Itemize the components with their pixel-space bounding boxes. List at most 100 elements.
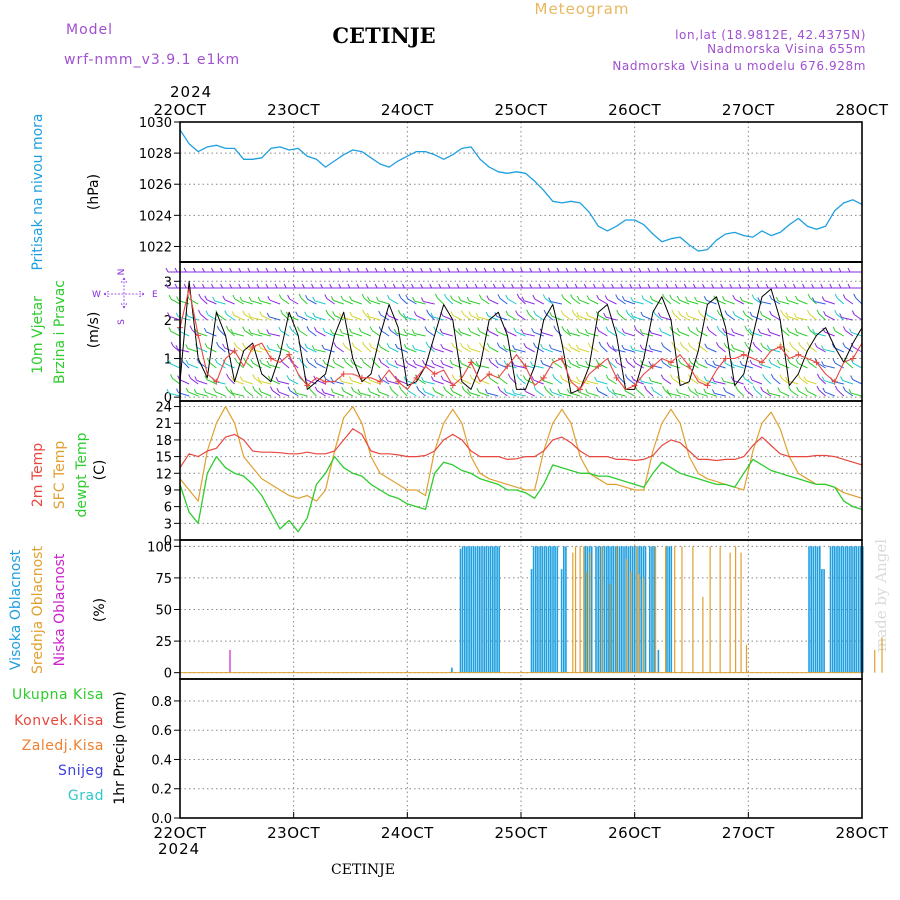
- wind-barb: [450, 387, 453, 392]
- high-cloud-bar: [599, 546, 602, 673]
- wind-barb: [470, 314, 481, 321]
- wind-barb: [783, 267, 787, 273]
- wind-barb: [311, 267, 314, 273]
- wind-barb: [671, 298, 681, 305]
- wind-barb: [576, 328, 580, 333]
- wind-barb: [607, 378, 617, 385]
- wind-barb: [780, 309, 784, 315]
- wind-barb: [808, 345, 817, 353]
- y-tick-label: 3: [164, 275, 172, 290]
- model-name: wrf-nmm_v3.9.1 e1km: [64, 52, 240, 68]
- wind-barb: [630, 296, 634, 302]
- wind-barb: [278, 294, 282, 299]
- wind-barb: [712, 360, 716, 365]
- wind-barb: [183, 283, 187, 289]
- wind-barb: [187, 363, 199, 369]
- wind-barb: [244, 330, 254, 337]
- wind-barb: [341, 387, 345, 392]
- wind-speed-marker: [431, 370, 438, 377]
- wind-barb: [723, 380, 735, 385]
- wind-barb: [286, 343, 290, 348]
- wind-barb: [411, 329, 415, 334]
- wind-barb: [526, 309, 530, 314]
- wind-barb: [266, 360, 270, 366]
- wind-barb: [732, 310, 736, 316]
- wind-barb: [420, 283, 424, 289]
- wind-barb: [349, 296, 353, 301]
- wind-barb: [505, 294, 509, 300]
- wind-barb: [168, 327, 172, 332]
- wind-barb: [288, 347, 299, 353]
- wind-barb: [475, 361, 479, 366]
- wind-barb: [641, 381, 653, 385]
- wind-barb: [549, 311, 553, 317]
- wind-barb: [323, 348, 335, 353]
- wind-barb: [489, 378, 499, 385]
- wind-speed-marker: [849, 355, 856, 362]
- wind-barb: [250, 300, 262, 305]
- wind-barb: [660, 374, 664, 379]
- wind-barb: [175, 345, 179, 350]
- wind-barb: [405, 294, 409, 300]
- wind-barb: [299, 330, 308, 337]
- wind-barb: [400, 313, 408, 321]
- wind-barb: [521, 296, 525, 301]
- y-tick-label: 25: [155, 635, 172, 650]
- wind-barb: [636, 329, 645, 337]
- wind-barb: [503, 344, 506, 350]
- high-cloud-bar: [563, 546, 565, 673]
- wind-barb: [600, 345, 608, 353]
- wind-barb: [476, 388, 480, 393]
- wind-barb: [757, 328, 761, 334]
- wind-barb: [316, 390, 326, 397]
- wind-barb: [715, 342, 719, 347]
- wind-barb: [511, 267, 514, 273]
- wind-barb: [656, 267, 660, 273]
- wind-barb: [241, 300, 253, 305]
- wind-speed-marker: [558, 355, 565, 362]
- wind-barb: [380, 346, 390, 353]
- wind-barb: [231, 311, 235, 316]
- wind-barb: [621, 296, 625, 301]
- wind-barb: [433, 363, 444, 369]
- high-cloud-bar: [494, 546, 496, 673]
- high-cloud-bar: [629, 546, 632, 673]
- wind-barb: [349, 311, 353, 317]
- wind-barb: [538, 267, 542, 273]
- high-cloud-bar: [859, 546, 862, 673]
- wind-barb: [714, 392, 726, 397]
- high-cloud-bar: [849, 546, 851, 673]
- wind-barb: [545, 313, 554, 321]
- wind-barb: [816, 373, 820, 379]
- wind-barb: [605, 326, 609, 332]
- wind-barb: [397, 309, 401, 315]
- wind-barb: [585, 388, 588, 394]
- wind-barb: [578, 331, 590, 337]
- wind-barb: [250, 332, 262, 337]
- high-cloud-bar: [584, 546, 587, 673]
- wind-barb: [598, 298, 608, 305]
- wind-barb: [458, 328, 462, 333]
- wind-barb: [529, 267, 533, 273]
- wind-barb: [687, 342, 691, 347]
- wind-barb: [707, 314, 717, 321]
- wind-barb: [169, 315, 181, 321]
- wind-barb: [762, 346, 772, 353]
- y-tick-label: 2: [164, 314, 172, 329]
- wind-barb: [515, 331, 526, 337]
- wind-barb: [694, 388, 698, 393]
- wind-barb: [793, 313, 797, 318]
- wind-barb: [569, 332, 581, 337]
- wind-barb: [685, 311, 689, 317]
- wind-barb: [706, 363, 717, 369]
- wind-barb: [497, 363, 508, 369]
- wind-barb: [422, 359, 425, 365]
- wind-barb: [821, 361, 825, 366]
- wind-barb: [341, 316, 353, 321]
- y-tick-label: 0: [164, 534, 172, 549]
- high-cloud-bar: [492, 546, 494, 673]
- wind-barb: [844, 298, 854, 305]
- wind-barb: [561, 294, 565, 299]
- wind-barb: [388, 346, 399, 353]
- wind-barb: [839, 313, 843, 318]
